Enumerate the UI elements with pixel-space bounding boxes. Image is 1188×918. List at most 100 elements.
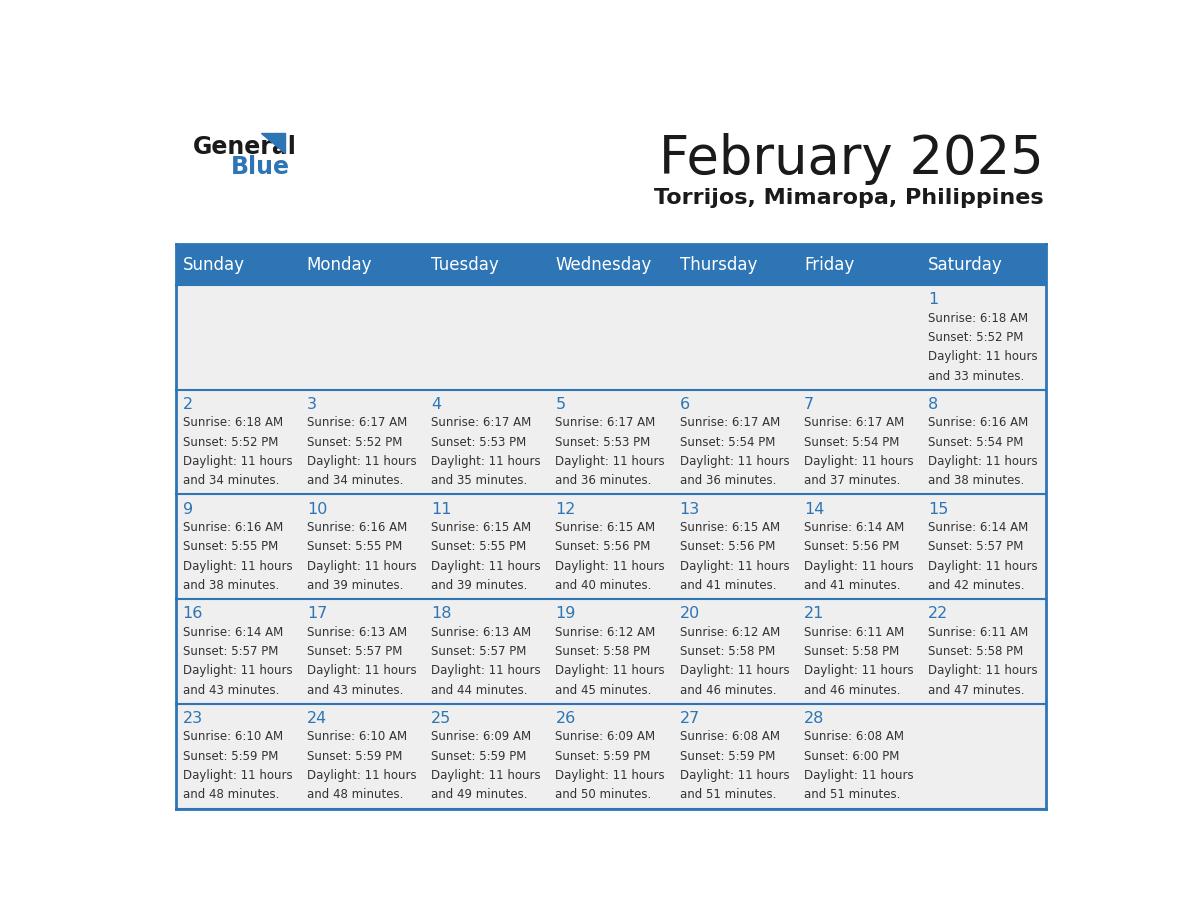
Text: Sunset: 5:58 PM: Sunset: 5:58 PM bbox=[804, 645, 899, 658]
Text: Sunrise: 6:08 AM: Sunrise: 6:08 AM bbox=[804, 731, 904, 744]
Text: Daylight: 11 hours: Daylight: 11 hours bbox=[804, 769, 914, 782]
Text: 16: 16 bbox=[183, 606, 203, 621]
Text: Friday: Friday bbox=[804, 256, 854, 274]
Text: Daylight: 11 hours: Daylight: 11 hours bbox=[928, 665, 1038, 677]
Text: Daylight: 11 hours: Daylight: 11 hours bbox=[431, 769, 541, 782]
Text: 3: 3 bbox=[307, 397, 317, 412]
Text: Sunset: 5:57 PM: Sunset: 5:57 PM bbox=[183, 645, 278, 658]
Text: Sunset: 5:57 PM: Sunset: 5:57 PM bbox=[307, 645, 403, 658]
Text: Sunset: 5:56 PM: Sunset: 5:56 PM bbox=[556, 541, 651, 554]
Text: Sunrise: 6:13 AM: Sunrise: 6:13 AM bbox=[307, 625, 407, 639]
Text: Sunset: 5:59 PM: Sunset: 5:59 PM bbox=[307, 750, 403, 763]
Text: February 2025: February 2025 bbox=[658, 133, 1043, 185]
Text: Sunset: 5:59 PM: Sunset: 5:59 PM bbox=[556, 750, 651, 763]
Text: and 51 minutes.: and 51 minutes. bbox=[680, 789, 776, 801]
Text: 11: 11 bbox=[431, 501, 451, 517]
Text: 19: 19 bbox=[556, 606, 576, 621]
Text: 27: 27 bbox=[680, 711, 700, 726]
Bar bbox=[176, 244, 1047, 285]
Text: Daylight: 11 hours: Daylight: 11 hours bbox=[183, 769, 292, 782]
Bar bbox=[176, 599, 1047, 704]
Text: Daylight: 11 hours: Daylight: 11 hours bbox=[680, 455, 789, 468]
Text: Monday: Monday bbox=[307, 256, 372, 274]
Text: Sunset: 5:54 PM: Sunset: 5:54 PM bbox=[928, 435, 1024, 449]
Text: 14: 14 bbox=[804, 501, 824, 517]
Text: Daylight: 11 hours: Daylight: 11 hours bbox=[804, 455, 914, 468]
Text: 7: 7 bbox=[804, 397, 814, 412]
Text: Daylight: 11 hours: Daylight: 11 hours bbox=[183, 455, 292, 468]
Text: and 46 minutes.: and 46 minutes. bbox=[680, 684, 776, 697]
Text: and 48 minutes.: and 48 minutes. bbox=[307, 789, 403, 801]
Text: 20: 20 bbox=[680, 606, 700, 621]
Text: and 36 minutes.: and 36 minutes. bbox=[680, 475, 776, 487]
Text: and 45 minutes.: and 45 minutes. bbox=[556, 684, 652, 697]
Bar bbox=[176, 285, 1047, 390]
Text: Sunset: 5:52 PM: Sunset: 5:52 PM bbox=[928, 330, 1024, 344]
Text: Sunrise: 6:14 AM: Sunrise: 6:14 AM bbox=[183, 625, 283, 639]
Text: Sunset: 5:54 PM: Sunset: 5:54 PM bbox=[804, 435, 899, 449]
Text: Blue: Blue bbox=[232, 155, 290, 179]
Text: Sunrise: 6:11 AM: Sunrise: 6:11 AM bbox=[804, 625, 904, 639]
Text: 15: 15 bbox=[928, 501, 949, 517]
Text: 2: 2 bbox=[183, 397, 192, 412]
Text: and 41 minutes.: and 41 minutes. bbox=[680, 579, 776, 592]
Text: Sunset: 5:53 PM: Sunset: 5:53 PM bbox=[431, 435, 526, 449]
Text: Daylight: 11 hours: Daylight: 11 hours bbox=[556, 665, 665, 677]
Text: Sunset: 5:58 PM: Sunset: 5:58 PM bbox=[680, 645, 775, 658]
Text: and 34 minutes.: and 34 minutes. bbox=[183, 475, 279, 487]
Text: Sunrise: 6:15 AM: Sunrise: 6:15 AM bbox=[556, 521, 656, 534]
Text: and 42 minutes.: and 42 minutes. bbox=[928, 579, 1025, 592]
Text: and 38 minutes.: and 38 minutes. bbox=[183, 579, 279, 592]
Text: Sunrise: 6:11 AM: Sunrise: 6:11 AM bbox=[928, 625, 1029, 639]
Text: and 49 minutes.: and 49 minutes. bbox=[431, 789, 527, 801]
Text: and 35 minutes.: and 35 minutes. bbox=[431, 475, 527, 487]
Text: Tuesday: Tuesday bbox=[431, 256, 499, 274]
Text: General: General bbox=[192, 135, 297, 159]
Text: and 40 minutes.: and 40 minutes. bbox=[556, 579, 652, 592]
Text: Daylight: 11 hours: Daylight: 11 hours bbox=[431, 665, 541, 677]
Text: Sunset: 5:56 PM: Sunset: 5:56 PM bbox=[680, 541, 775, 554]
Text: Sunrise: 6:15 AM: Sunrise: 6:15 AM bbox=[431, 521, 531, 534]
Text: 26: 26 bbox=[556, 711, 576, 726]
Text: Sunrise: 6:09 AM: Sunrise: 6:09 AM bbox=[431, 731, 531, 744]
Text: and 46 minutes.: and 46 minutes. bbox=[804, 684, 901, 697]
Text: Sunrise: 6:18 AM: Sunrise: 6:18 AM bbox=[928, 311, 1029, 325]
Text: Saturday: Saturday bbox=[928, 256, 1003, 274]
Text: Sunrise: 6:15 AM: Sunrise: 6:15 AM bbox=[680, 521, 779, 534]
Text: Sunset: 5:55 PM: Sunset: 5:55 PM bbox=[183, 541, 278, 554]
Text: Sunset: 5:55 PM: Sunset: 5:55 PM bbox=[307, 541, 402, 554]
Text: 5: 5 bbox=[556, 397, 565, 412]
Text: Daylight: 11 hours: Daylight: 11 hours bbox=[183, 560, 292, 573]
Text: Sunset: 5:59 PM: Sunset: 5:59 PM bbox=[183, 750, 278, 763]
Text: Sunset: 5:59 PM: Sunset: 5:59 PM bbox=[431, 750, 526, 763]
Text: Daylight: 11 hours: Daylight: 11 hours bbox=[804, 665, 914, 677]
Text: and 48 minutes.: and 48 minutes. bbox=[183, 789, 279, 801]
Text: Torrijos, Mimaropa, Philippines: Torrijos, Mimaropa, Philippines bbox=[653, 188, 1043, 207]
Text: Daylight: 11 hours: Daylight: 11 hours bbox=[680, 769, 789, 782]
Text: 12: 12 bbox=[556, 501, 576, 517]
Text: 13: 13 bbox=[680, 501, 700, 517]
Text: Sunday: Sunday bbox=[183, 256, 245, 274]
Text: and 51 minutes.: and 51 minutes. bbox=[804, 789, 901, 801]
Text: Sunset: 5:53 PM: Sunset: 5:53 PM bbox=[556, 435, 651, 449]
Text: 21: 21 bbox=[804, 606, 824, 621]
Text: Sunset: 5:57 PM: Sunset: 5:57 PM bbox=[928, 541, 1024, 554]
Text: Sunrise: 6:18 AM: Sunrise: 6:18 AM bbox=[183, 416, 283, 430]
Text: Sunrise: 6:09 AM: Sunrise: 6:09 AM bbox=[556, 731, 656, 744]
Text: 9: 9 bbox=[183, 501, 192, 517]
Bar bbox=[176, 704, 1047, 809]
Text: Sunset: 5:52 PM: Sunset: 5:52 PM bbox=[307, 435, 403, 449]
Text: Sunset: 5:52 PM: Sunset: 5:52 PM bbox=[183, 435, 278, 449]
Text: 23: 23 bbox=[183, 711, 203, 726]
Text: and 43 minutes.: and 43 minutes. bbox=[183, 684, 279, 697]
Text: Sunrise: 6:10 AM: Sunrise: 6:10 AM bbox=[307, 731, 407, 744]
Text: and 39 minutes.: and 39 minutes. bbox=[431, 579, 527, 592]
Text: Sunrise: 6:16 AM: Sunrise: 6:16 AM bbox=[183, 521, 283, 534]
Text: Daylight: 11 hours: Daylight: 11 hours bbox=[307, 455, 417, 468]
Text: and 33 minutes.: and 33 minutes. bbox=[928, 370, 1024, 383]
Text: Daylight: 11 hours: Daylight: 11 hours bbox=[307, 560, 417, 573]
Text: Daylight: 11 hours: Daylight: 11 hours bbox=[307, 665, 417, 677]
Text: Daylight: 11 hours: Daylight: 11 hours bbox=[680, 665, 789, 677]
Text: 24: 24 bbox=[307, 711, 327, 726]
Text: 28: 28 bbox=[804, 711, 824, 726]
